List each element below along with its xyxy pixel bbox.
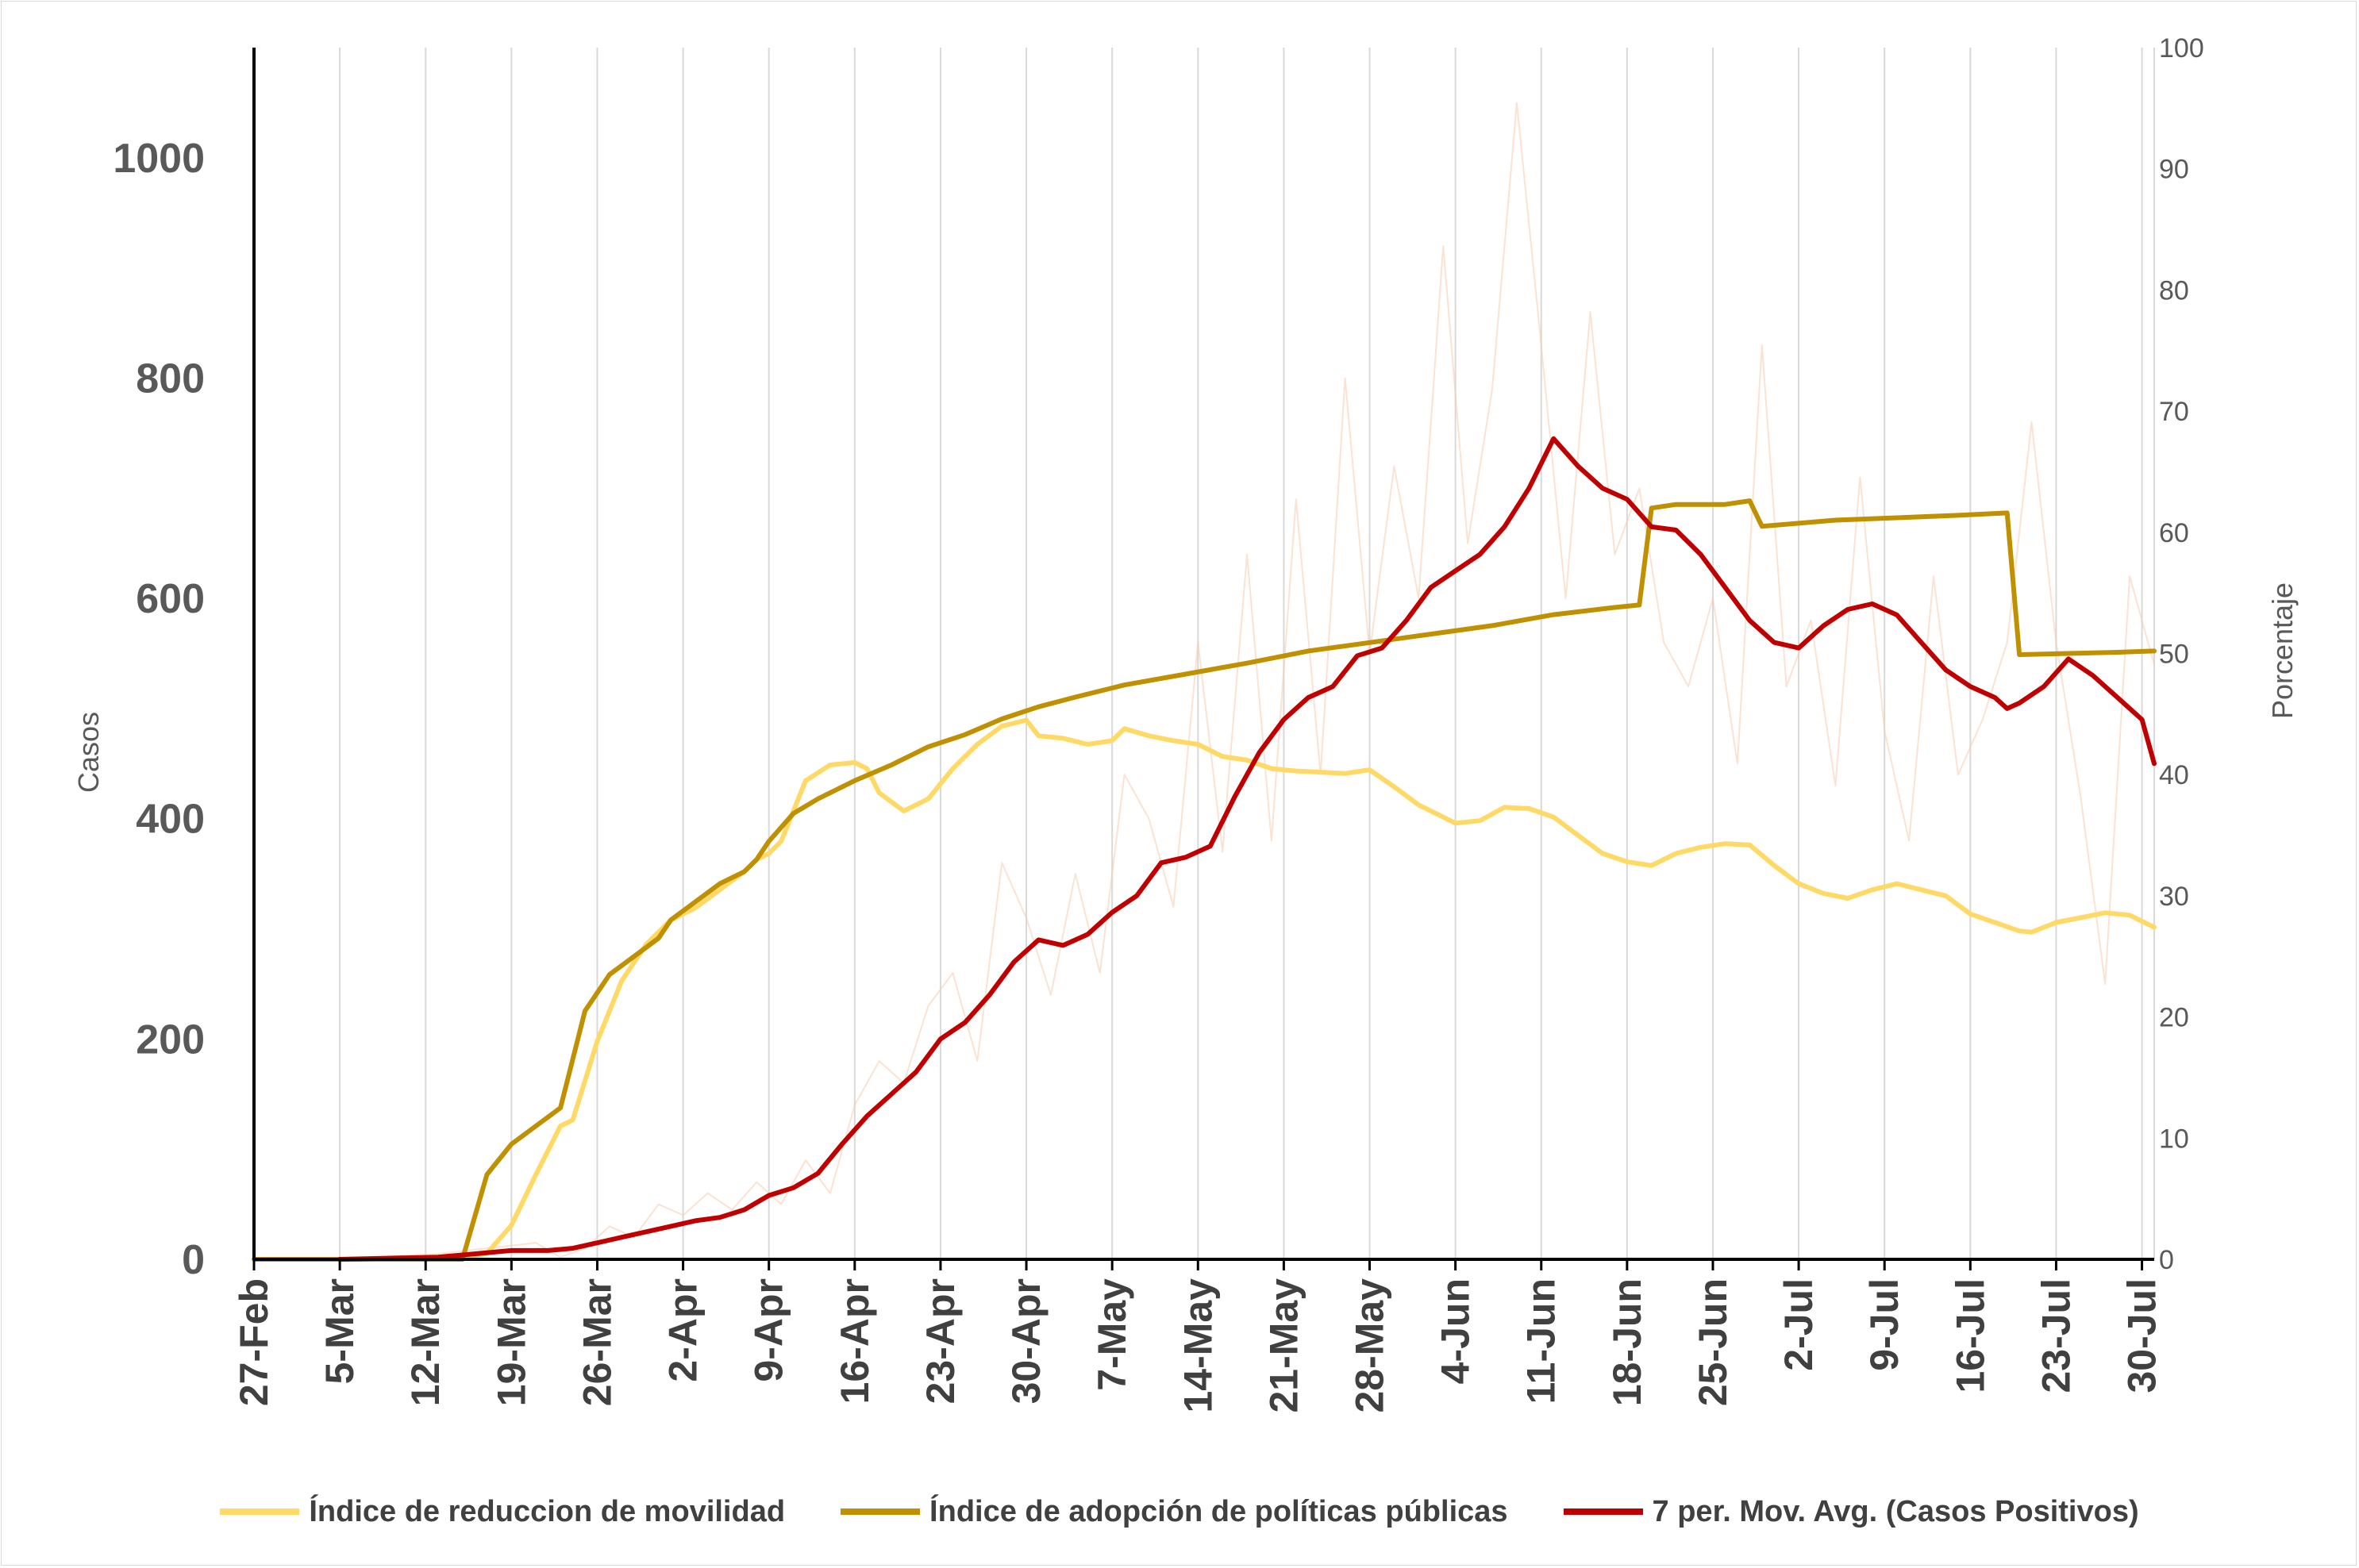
- x-tick-label-10: 7-May: [1090, 1278, 1134, 1391]
- right-axis-ticks: 0 10 20 30 40 50 60 70 80 90 100: [2159, 33, 2204, 1275]
- axes: [252, 48, 2154, 1270]
- x-axis-ticks: 27-Feb 5-Mar 12-Mar 19-Mar 26-Mar 2-Apr 9-Apr 1…: [232, 1278, 2165, 1413]
- y-right-tick-4: 40: [2159, 760, 2189, 790]
- y-right-tick-3: 30: [2159, 882, 2189, 912]
- legend-label-1: Índice de adopción de políticas públicas: [929, 1494, 1508, 1528]
- x-tick-label-18: 2-Jul: [1776, 1278, 1821, 1371]
- y-right-tick-7: 70: [2159, 397, 2189, 427]
- series-line-2: [337, 436, 2157, 1262]
- x-tick-label-0: 27-Feb: [232, 1278, 276, 1406]
- legend-swatch-1: [841, 1508, 921, 1515]
- y-right-tick-2: 20: [2159, 1003, 2189, 1033]
- y-right-tick-8: 80: [2159, 275, 2189, 306]
- x-tick-label-16: 18-Jun: [1605, 1278, 1649, 1406]
- y-right-tick-1: 10: [2159, 1124, 2189, 1154]
- series-line-3: [339, 102, 2155, 1260]
- y-left-tick-5: 1000: [113, 136, 205, 182]
- x-tick-label-7: 16-Apr: [833, 1278, 877, 1404]
- x-tick-label-12: 21-May: [1261, 1278, 1306, 1413]
- x-tick-label-19: 9-Jul: [1862, 1278, 1907, 1371]
- legend: Índice de reduccion de movilidad Índice d…: [0, 1484, 2359, 1539]
- x-tick-label-8: 23-Apr: [918, 1278, 963, 1404]
- x-tick-label-14: 4-Jun: [1433, 1278, 1478, 1384]
- x-tick-label-1: 5-Mar: [317, 1278, 362, 1384]
- x-tick-label-22: 30-Jul: [2120, 1278, 2165, 1393]
- y-left-tick-2: 400: [136, 797, 205, 843]
- left-axis-ticks: 0 200 400 600 800 1000: [113, 136, 205, 1283]
- x-tick-label-20: 16-Jul: [1948, 1278, 1992, 1393]
- y-left-tick-3: 600: [136, 576, 205, 622]
- legend-item-2: 7 per. Mov. Avg. (Casos Positivos): [1563, 1494, 2139, 1529]
- x-tick-label-21: 23-Jul: [2034, 1278, 2078, 1393]
- legend-item-1: Índice de adopción de políticas públicas: [841, 1494, 1508, 1529]
- legend-item-0: Índice de reduccion de movilidad: [220, 1495, 785, 1529]
- x-tick-label-6: 9-Apr: [747, 1278, 791, 1382]
- y-right-tick-10: 100: [2159, 33, 2204, 63]
- series-layer: [252, 102, 2157, 1262]
- vertical-gridlines: [253, 48, 2155, 1259]
- legend-swatch-0: [220, 1508, 300, 1515]
- y-left-tick-0: 0: [182, 1237, 205, 1283]
- x-tick-label-17: 25-Jun: [1691, 1278, 1735, 1406]
- y-left-tick-1: 200: [136, 1017, 205, 1063]
- x-tick-label-2: 12-Mar: [403, 1278, 448, 1406]
- x-tick-label-3: 19-Mar: [489, 1278, 533, 1406]
- y-right-tick-0: 0: [2159, 1245, 2174, 1275]
- y-right-tick-5: 50: [2159, 640, 2189, 670]
- legend-label-0: Índice de reduccion de movilidad: [309, 1494, 786, 1528]
- y-right-tick-6: 60: [2159, 518, 2189, 548]
- x-tick-label-5: 2-Apr: [661, 1278, 706, 1382]
- series-line-1: [252, 498, 2157, 1262]
- y-right-tick-9: 90: [2159, 155, 2189, 185]
- y-left-tick-4: 800: [136, 355, 205, 402]
- x-tick-label-13: 28-May: [1348, 1278, 1392, 1413]
- y-left-axis-title: Casos: [72, 712, 105, 793]
- x-tick-label-11: 14-May: [1176, 1278, 1220, 1413]
- legend-label-2: 7 per. Mov. Avg. (Casos Positivos): [1652, 1494, 2139, 1528]
- x-tick-label-15: 11-Jun: [1519, 1278, 1564, 1404]
- y-right-axis-title: Porcentaje: [2266, 582, 2299, 719]
- x-tick-label-9: 30-Apr: [1004, 1278, 1049, 1404]
- series-line-0: [448, 717, 2157, 1262]
- legend-swatch-2: [1563, 1508, 1643, 1515]
- x-tick-label-4: 26-Mar: [575, 1278, 619, 1406]
